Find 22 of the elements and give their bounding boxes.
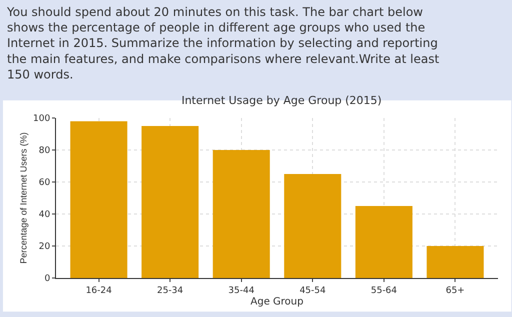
bar xyxy=(426,246,484,278)
x-tick-label: 35-44 xyxy=(228,286,255,296)
x-tick-label: 16-24 xyxy=(86,286,112,296)
y-tick-label: 100 xyxy=(33,114,50,124)
y-tick-label: 60 xyxy=(38,178,50,188)
text: You should spend about 20 minutes on this task. The bar chart below shows the percentage of people in different age groups who used the Internet in 2015. Summarize the information by selecting and reporting the main features, and make comparisons where relevant.Write at least 150 words. xyxy=(6,5,440,82)
y-tick-label: 40 xyxy=(38,210,50,220)
y-tick-label: 80 xyxy=(38,146,50,156)
bar xyxy=(142,126,199,278)
bar xyxy=(212,150,270,278)
x-tick-label: 45-54 xyxy=(300,286,326,296)
chart-title: Internet Usage by Age Group (2015) xyxy=(181,94,382,107)
bar xyxy=(70,121,128,278)
y-axis-title: Percentage of Internet Users (%) xyxy=(18,132,28,264)
x-tick-label: 65+ xyxy=(446,286,465,296)
bar xyxy=(284,174,342,278)
bar xyxy=(355,206,412,278)
x-axis-title: Age Group xyxy=(250,296,304,308)
y-tick-label: 0 xyxy=(44,274,50,284)
x-tick-label: 55-64 xyxy=(370,286,398,296)
y-tick-label: 20 xyxy=(38,242,50,252)
x-tick-label: 25-34 xyxy=(156,286,184,296)
